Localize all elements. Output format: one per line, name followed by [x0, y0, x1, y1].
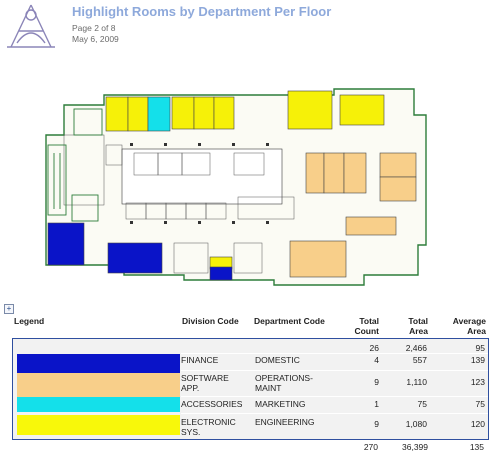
col-total-count: Total Count — [354, 316, 379, 336]
average-area: 123 — [470, 377, 485, 387]
total-count: 4 — [374, 355, 379, 365]
grand-total-count: 270 — [363, 442, 378, 452]
total-area: 557 — [412, 355, 427, 365]
marketing-room — [147, 96, 171, 132]
col-legend: Legend — [14, 316, 45, 326]
col-division-code: Division Code — [182, 316, 239, 326]
department-code: DOMESTIC — [255, 355, 300, 365]
report-date: May 6, 2009 — [72, 34, 119, 44]
total-area: 1,080 — [405, 419, 427, 429]
total-area: 75 — [417, 399, 427, 409]
legend-swatch-electronic — [17, 415, 180, 435]
division-code: FINANCE — [181, 355, 219, 365]
total-area: 1,110 — [406, 377, 427, 387]
total-count: 9 — [374, 419, 379, 429]
total-count: 9 — [374, 377, 379, 387]
col-total-area: Total Area — [408, 316, 428, 336]
department-code: ENGINEERING — [255, 417, 315, 427]
division-code: ELECTRONIC SYS. — [181, 417, 236, 437]
grand-total-area: 36,399 — [402, 442, 428, 452]
col-average-area: Average Area — [452, 316, 486, 336]
department-code: OPERATIONS-MAINT — [255, 373, 313, 393]
engineering-rooms — [105, 90, 385, 270]
average-area: 139 — [470, 355, 485, 365]
page-number: Page 2 of 8 — [72, 23, 116, 33]
division-group: 26 2,466 95 FINANCE DOMESTIC 4 557 139 S… — [12, 338, 489, 440]
core-area — [121, 148, 283, 205]
finance-rooms — [47, 222, 233, 281]
report-title: Highlight Rooms by Department Per Floor — [72, 4, 332, 19]
average-area: 75 — [475, 399, 485, 409]
company-logo — [7, 4, 55, 48]
legend-swatch-accessories — [17, 397, 180, 412]
total-count: 1 — [374, 399, 379, 409]
group-total-area: 2,466 — [405, 343, 427, 353]
expand-toggle[interactable]: + — [4, 304, 14, 314]
division-code: ACCESSORIES — [181, 399, 243, 409]
average-area: 120 — [470, 419, 485, 429]
group-average-area: 95 — [475, 343, 485, 353]
department-code: MARKETING — [255, 399, 306, 409]
floor-plan — [45, 88, 427, 286]
grand-average-area: 135 — [469, 442, 484, 452]
division-code: SOFTWARE APP. — [181, 373, 229, 393]
group-total-count: 26 — [369, 343, 379, 353]
col-department-code: Department Code — [254, 316, 325, 326]
operations-rooms — [289, 152, 417, 278]
